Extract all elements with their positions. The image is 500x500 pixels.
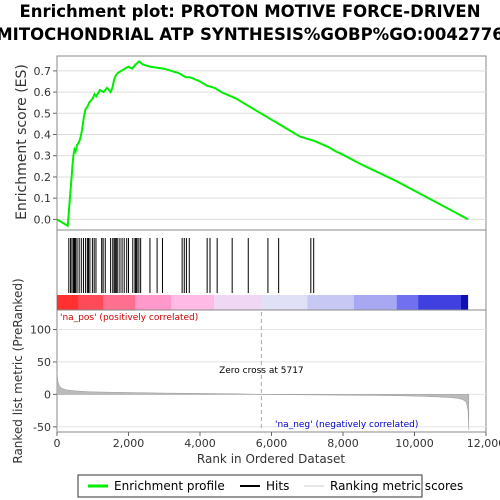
enrichment-profile-line [56,59,469,228]
heatmap-segment [418,295,461,310]
legend-label: Enrichment profile [114,479,225,493]
es-panel-frame [56,55,487,231]
es-tick-label: 0.5 [34,107,52,120]
heatmap-segment [135,295,172,310]
chart-title-line-1: Enrichment plot: PROTON MOTIVE FORCE-DRI… [19,2,480,21]
es-tick-label: 0.6 [34,86,52,99]
heatmap-segment [353,295,397,310]
heatmap-segment [262,295,308,310]
es-tick-label: 0.3 [34,150,52,163]
es-tick-label: 0.1 [34,192,52,205]
ranking-heatmap-bar [57,295,469,310]
positive-correlation-label: 'na_pos' (positively correlated) [60,313,198,323]
es-tick-label: 0.0 [34,213,52,226]
heatmap-segment [103,295,136,310]
rank-y-axis-label: Ranked list metric (PreRanked) [11,278,25,463]
legend-label: Hits [266,479,289,493]
rank-tick-label: 0 [44,388,51,401]
x-tick-label: 12,000 [467,437,500,450]
rank-y-ticks: -50 0 50 100 [30,323,57,434]
heatmap-segment [214,295,263,310]
heatmap-segment [171,295,215,310]
ranking-metric-area [56,371,470,431]
heatmap-segment [57,295,79,310]
zero-cross-label: Zero cross at 5717 [219,366,304,376]
rank-tick-label: 100 [30,323,51,336]
x-tick-label: 0 [54,437,61,450]
rank-panel-frame [56,309,487,433]
es-tick-label: 0.2 [34,171,52,184]
x-tick-label: 2,000 [113,437,145,450]
heatmap-segment [307,295,354,310]
heatmap-segment [396,295,419,310]
legend-label: Ranking metric scores [330,479,463,493]
rank-tick-label: -50 [33,421,51,434]
x-tick-label: 8,000 [327,437,359,450]
heatmap-segment [78,295,104,310]
x-tick-label: 4,000 [184,437,216,450]
es-y-axis-label: Enrichment score (ES) [14,64,30,220]
negative-correlation-label: 'na_neg' (negatively correlated) [275,420,418,430]
hits-marks [68,238,315,293]
rank-tick-label: 50 [37,356,51,369]
x-axis-label: Rank in Ordered Dataset [197,452,345,466]
x-tick-label: 6,000 [256,437,288,450]
es-y-ticks: 0.0 0.1 0.2 0.3 0.4 0.5 0.6 0.7 [34,65,57,226]
legend: Enrichment profile Hits Ranking metric sco… [88,479,463,493]
x-tick-label: 10,000 [395,437,434,450]
es-tick-label: 0.4 [34,129,52,142]
x-axis-ticks: 0 2,000 4,000 6,000 8,000 10,000 12,000 [54,432,500,450]
chart-title-line-2: MITOCHONDRIAL ATP SYNTHESIS%GOBP%GO:0042… [0,25,500,44]
es-tick-label: 0.7 [34,65,52,78]
es-gridlines [57,70,486,220]
heatmap-segment [460,295,469,310]
